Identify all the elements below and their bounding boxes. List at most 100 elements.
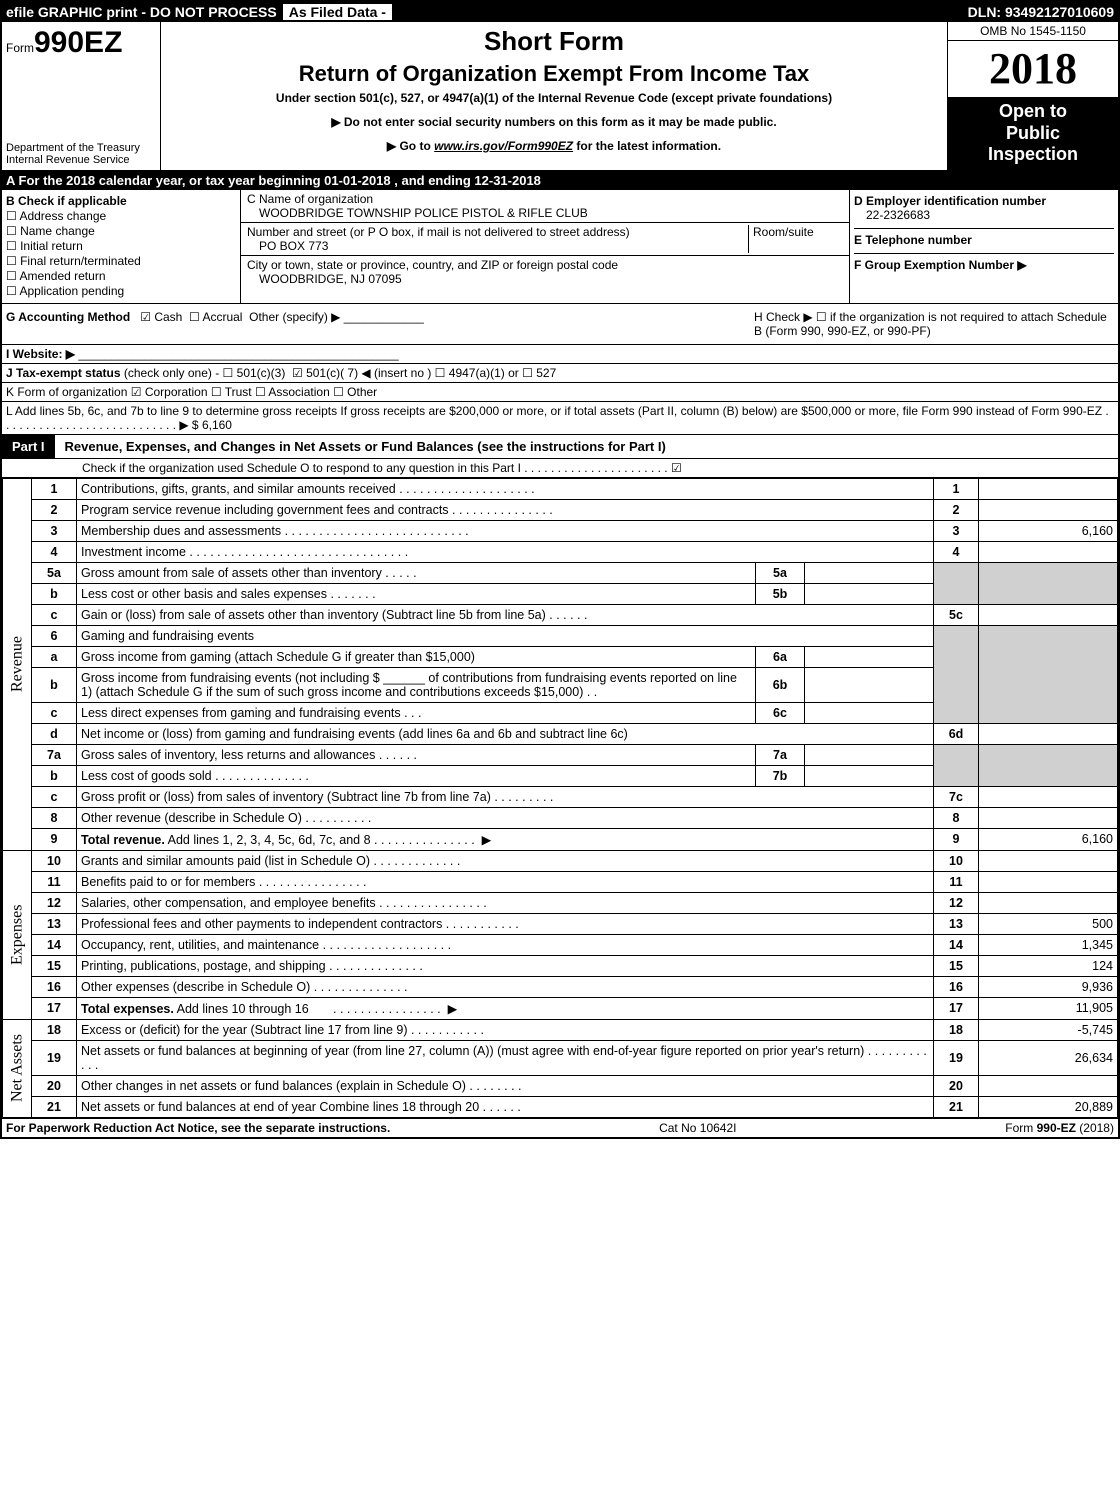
f-group-exemption-label: F Group Exemption Number ▶ bbox=[854, 258, 1027, 272]
section-desc: Under section 501(c), 527, or 4947(a)(1)… bbox=[167, 91, 941, 105]
dept-irs: Internal Revenue Service bbox=[6, 154, 156, 166]
line-6b-inum: 6b bbox=[756, 667, 805, 702]
line-1-rval bbox=[979, 478, 1118, 499]
line-19-num: 19 bbox=[32, 1040, 77, 1075]
line-6-shaded-val bbox=[979, 625, 1118, 723]
line-6c-ival bbox=[805, 702, 934, 723]
line-10-num: 10 bbox=[32, 850, 77, 871]
line-2-rnum: 2 bbox=[934, 499, 979, 520]
dept-treasury: Department of the Treasury bbox=[6, 142, 156, 154]
line-14-num: 14 bbox=[32, 934, 77, 955]
revenue-section-label: Revenue bbox=[3, 478, 32, 850]
line-5b-desc: Less cost or other basis and sales expen… bbox=[77, 583, 756, 604]
line-5b-inum: 5b bbox=[756, 583, 805, 604]
short-form-title: Short Form bbox=[167, 26, 941, 57]
line-5c-rnum: 5c bbox=[934, 604, 979, 625]
line-6d-num: d bbox=[32, 723, 77, 744]
form-header: Form990EZ Department of the Treasury Int… bbox=[2, 22, 1118, 171]
tax-year: 2018 bbox=[948, 41, 1118, 97]
line-11-desc: Benefits paid to or for members . . . . … bbox=[77, 871, 934, 892]
line-7c-num: c bbox=[32, 786, 77, 807]
check-address-change[interactable]: Address change bbox=[6, 209, 236, 223]
goto-prefix: ▶ Go to bbox=[387, 139, 434, 153]
part-i-title-text: Revenue, Expenses, and Changes in Net As… bbox=[65, 439, 666, 454]
org-name: WOODBRIDGE TOWNSHIP POLICE PISTOL & RIFL… bbox=[247, 206, 588, 220]
line-9-rnum: 9 bbox=[934, 828, 979, 850]
line-10-desc: Grants and similar amounts paid (list in… bbox=[77, 850, 934, 871]
line-4-rnum: 4 bbox=[934, 541, 979, 562]
open-public-inspection: Open to Public Inspection bbox=[948, 97, 1118, 170]
line-9-desc: Total revenue. Add lines 1, 2, 3, 4, 5c,… bbox=[77, 828, 934, 850]
d-ein-label: D Employer identification number bbox=[854, 194, 1046, 208]
line-7b-desc: Less cost of goods sold . . . . . . . . … bbox=[77, 765, 756, 786]
org-city: WOODBRIDGE, NJ 07095 bbox=[247, 272, 402, 286]
room-suite-label: Room/suite bbox=[748, 225, 843, 253]
goto-suffix: for the latest information. bbox=[573, 139, 721, 153]
line-14-desc: Occupancy, rent, utilities, and maintena… bbox=[77, 934, 934, 955]
row-a-tax-year: A For the 2018 calendar year, or tax yea… bbox=[2, 171, 1118, 190]
line-17-num: 17 bbox=[32, 997, 77, 1019]
c-city-label: City or town, state or province, country… bbox=[247, 258, 618, 272]
line-14-rnum: 14 bbox=[934, 934, 979, 955]
omb-number: OMB No 1545-1150 bbox=[948, 22, 1118, 41]
line-7c-desc: Gross profit or (loss) from sales of inv… bbox=[77, 786, 934, 807]
line-9-rval: 6,160 bbox=[979, 828, 1118, 850]
line-3-num: 3 bbox=[32, 520, 77, 541]
line-10-rval bbox=[979, 850, 1118, 871]
line-20-num: 20 bbox=[32, 1075, 77, 1096]
line-19-rnum: 19 bbox=[934, 1040, 979, 1075]
line-7a-ival bbox=[805, 744, 934, 765]
line-18-desc: Excess or (deficit) for the year (Subtra… bbox=[77, 1019, 934, 1040]
check-name-change[interactable]: Name change bbox=[6, 224, 236, 238]
line-7a-num: 7a bbox=[32, 744, 77, 765]
cat-number: Cat No 10642I bbox=[659, 1121, 736, 1135]
line-7a-desc: Gross sales of inventory, less returns a… bbox=[77, 744, 756, 765]
g-accounting-label: G Accounting Method bbox=[6, 310, 130, 324]
line-16-rval: 9,936 bbox=[979, 976, 1118, 997]
part-i-table: Revenue 1 Contributions, gifts, grants, … bbox=[2, 478, 1118, 1118]
line-6b-desc: Gross income from fundraising events (no… bbox=[77, 667, 756, 702]
line-14-rval: 1,345 bbox=[979, 934, 1118, 955]
other-specify: Other (specify) ▶ bbox=[249, 310, 340, 324]
line-11-num: 11 bbox=[32, 871, 77, 892]
check-amended-return[interactable]: Amended return bbox=[6, 269, 236, 283]
line-18-rnum: 18 bbox=[934, 1019, 979, 1040]
line-7b-ival bbox=[805, 765, 934, 786]
line-8-desc: Other revenue (describe in Schedule O) .… bbox=[77, 807, 934, 828]
line-6a-desc: Gross income from gaming (attach Schedul… bbox=[77, 646, 756, 667]
line-7b-inum: 7b bbox=[756, 765, 805, 786]
line-12-num: 12 bbox=[32, 892, 77, 913]
line-7ab-shaded bbox=[934, 744, 979, 786]
irs-link[interactable]: www.irs.gov/Form990EZ bbox=[434, 139, 573, 153]
line-6c-num: c bbox=[32, 702, 77, 723]
h-check-schedule-b: H Check ▶ ☐ if the organization is not r… bbox=[754, 310, 1114, 338]
check-cash[interactable]: Cash bbox=[140, 310, 182, 324]
line-6b-num: b bbox=[32, 667, 77, 702]
website-label: I Website: ▶ bbox=[6, 347, 75, 361]
line-9-num: 9 bbox=[32, 828, 77, 850]
line-3-desc: Membership dues and assessments . . . . … bbox=[77, 520, 934, 541]
k-form-organization: K Form of organization ☑ Corporation ☐ T… bbox=[2, 383, 1118, 402]
goto-link-line: ▶ Go to www.irs.gov/Form990EZ for the la… bbox=[167, 139, 941, 153]
line-21-rval: 20,889 bbox=[979, 1096, 1118, 1117]
e-telephone-label: E Telephone number bbox=[854, 233, 972, 247]
check-accrual[interactable]: Accrual bbox=[189, 310, 242, 324]
paperwork-notice: For Paperwork Reduction Act Notice, see … bbox=[6, 1121, 390, 1135]
line-4-num: 4 bbox=[32, 541, 77, 562]
line-6d-desc: Net income or (loss) from gaming and fun… bbox=[77, 723, 934, 744]
line-21-desc: Net assets or fund balances at end of ye… bbox=[77, 1096, 934, 1117]
check-final-return[interactable]: Final return/terminated bbox=[6, 254, 236, 268]
check-initial-return[interactable]: Initial return bbox=[6, 239, 236, 253]
line-18-rval: -5,745 bbox=[979, 1019, 1118, 1040]
form-number-footer: Form 990-EZ (2018) bbox=[1005, 1121, 1114, 1135]
line-20-desc: Other changes in net assets or fund bala… bbox=[77, 1075, 934, 1096]
line-7b-num: b bbox=[32, 765, 77, 786]
line-15-num: 15 bbox=[32, 955, 77, 976]
line-11-rnum: 11 bbox=[934, 871, 979, 892]
check-application-pending[interactable]: Application pending bbox=[6, 284, 236, 298]
form-prefix: Form bbox=[6, 41, 34, 55]
line-17-desc: Total expenses. Add lines 10 through 16 … bbox=[77, 997, 934, 1019]
line-5a-desc: Gross amount from sale of assets other t… bbox=[77, 562, 756, 583]
line-17-rnum: 17 bbox=[934, 997, 979, 1019]
no-ssn-warning: ▶ Do not enter social security numbers o… bbox=[167, 115, 941, 129]
